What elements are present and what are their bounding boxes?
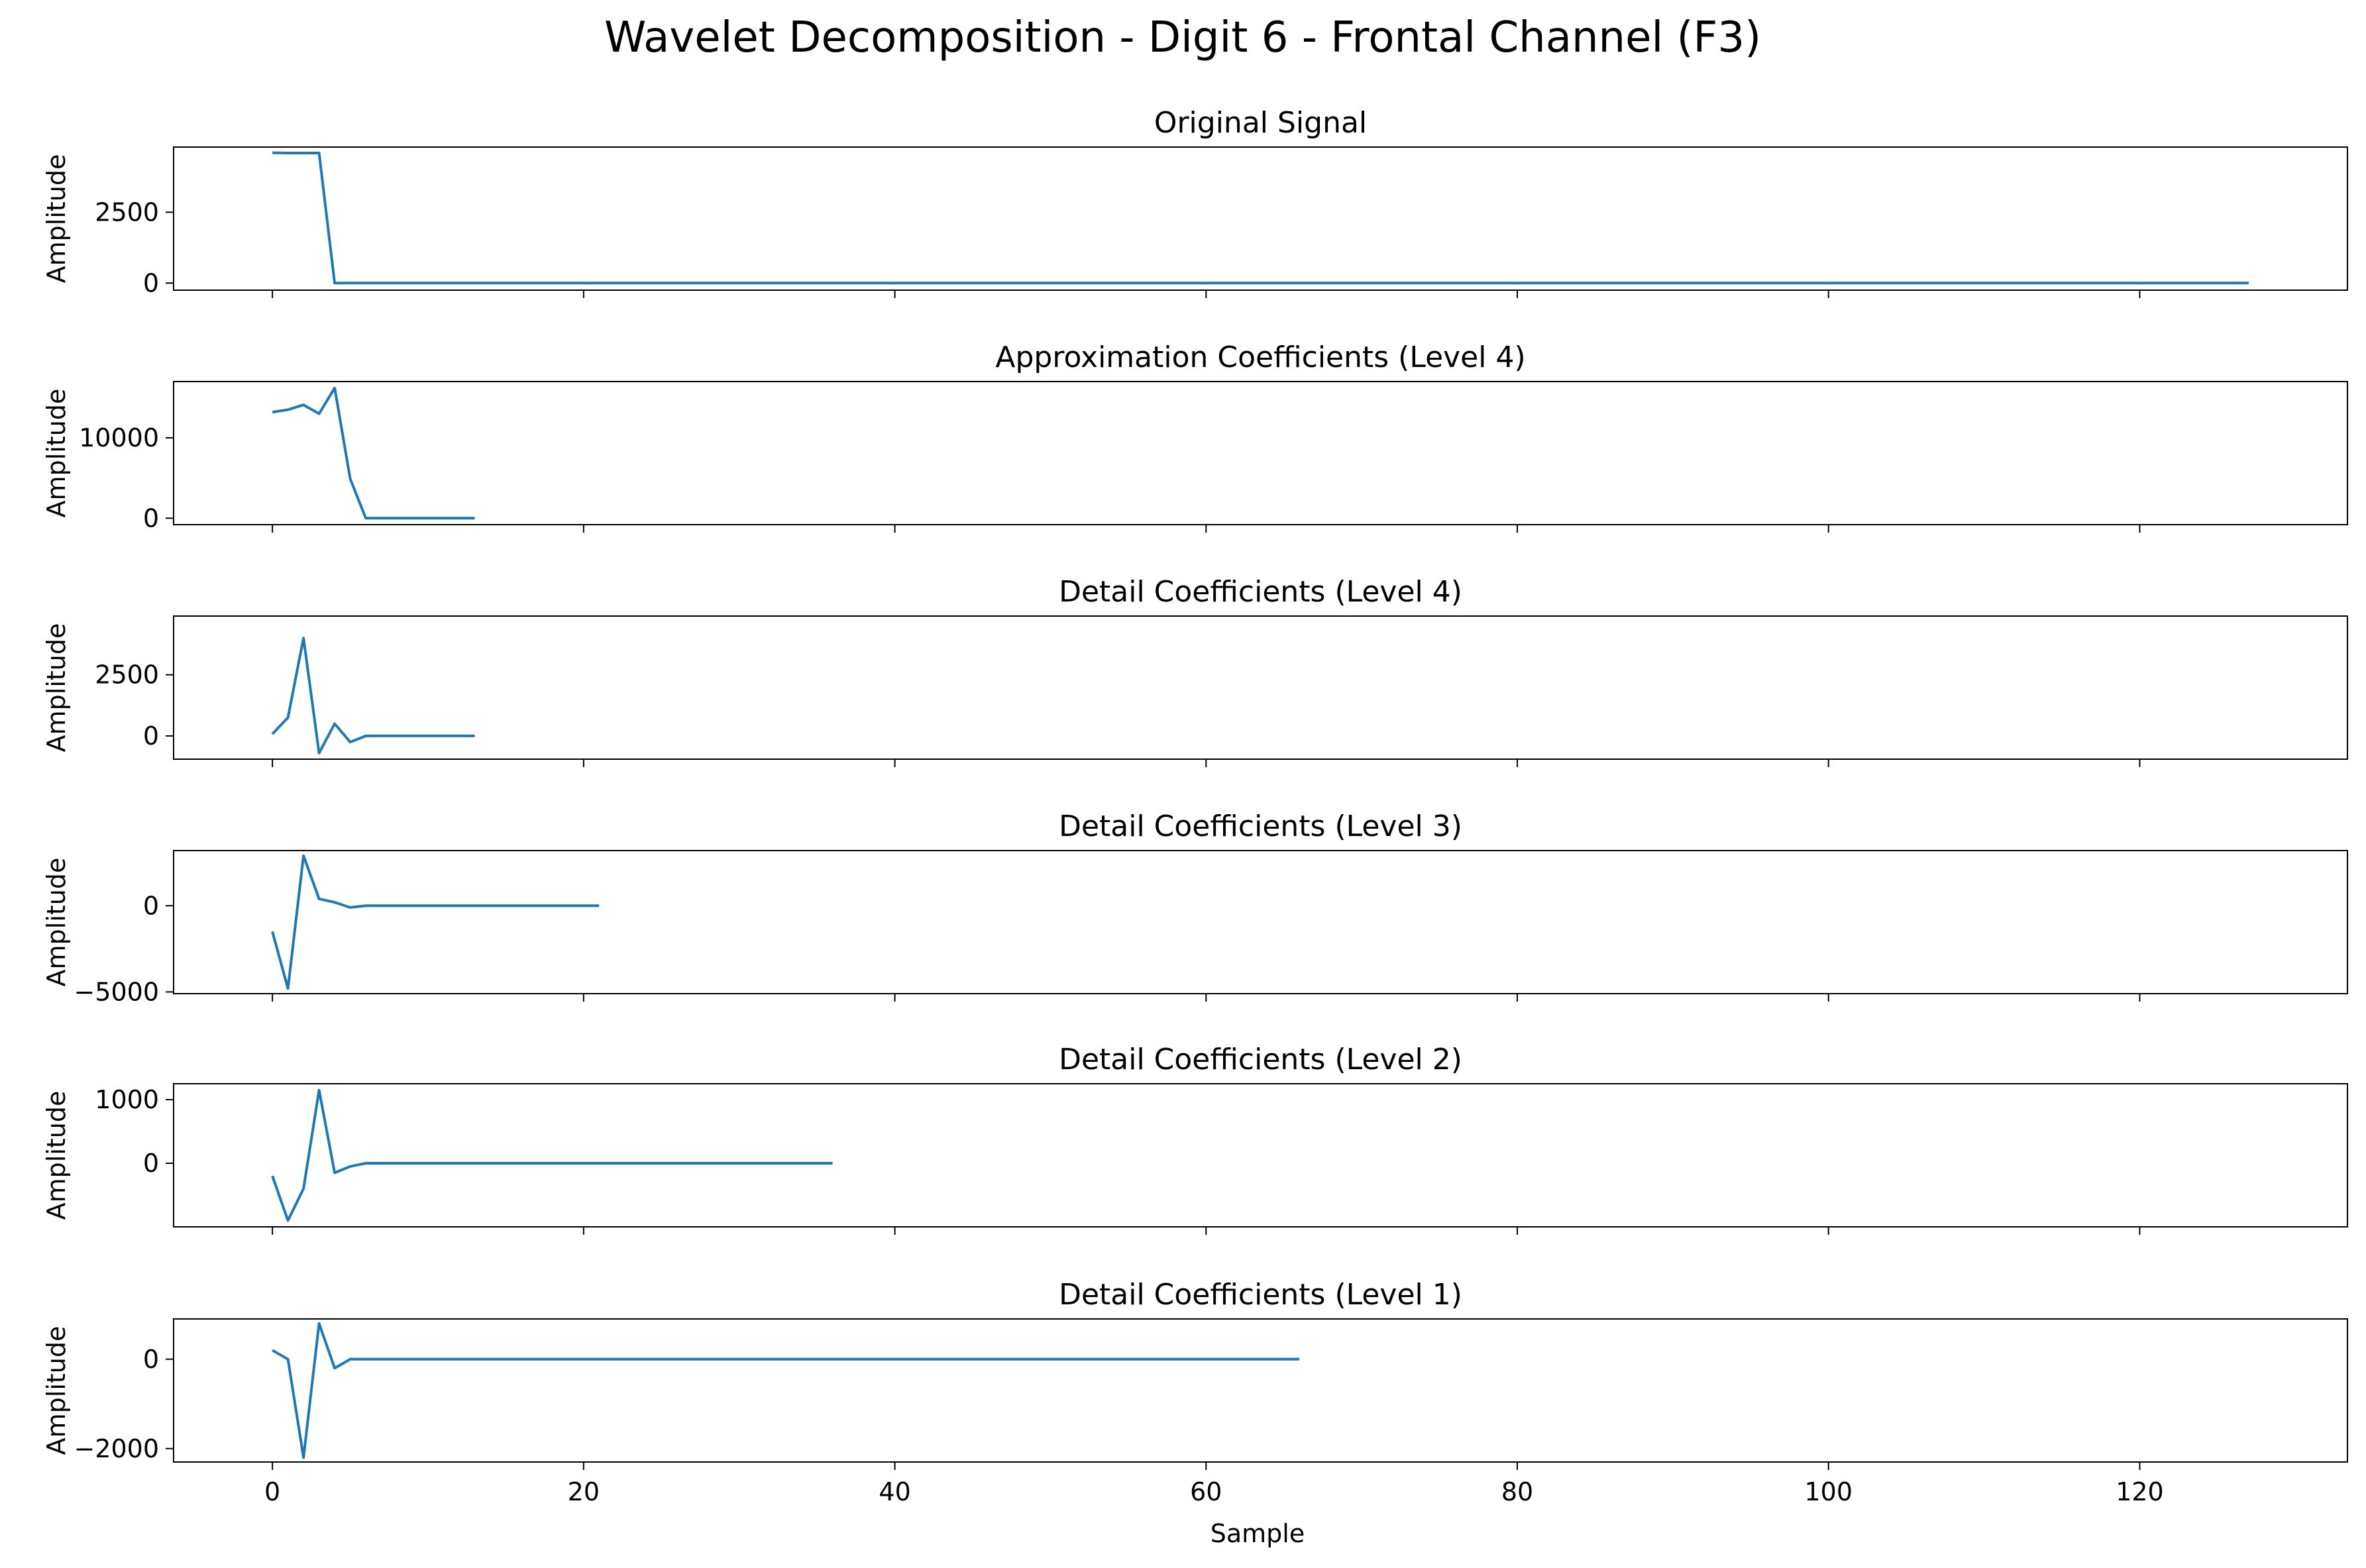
subplot-title: Detail Coefficients (Level 3) bbox=[1059, 810, 1462, 843]
subplots: Original Signal Amplitude 0 2500 Approximati… bbox=[42, 106, 2348, 1506]
x-tick-label: 60 bbox=[1190, 1477, 1222, 1506]
subplot-5: Detail Coefficients (Level 2) Amplitude 0 1… bbox=[42, 1043, 2348, 1235]
y-tick-label: 0 bbox=[143, 721, 159, 751]
x-tick-label: 100 bbox=[1804, 1477, 1853, 1506]
y-axis-label: Amplitude bbox=[42, 1326, 71, 1455]
y-tick-label: 0 bbox=[143, 1345, 159, 1374]
subplot-6: Detail Coefficients (Level 1) Amplitude 0 −… bbox=[42, 1278, 2348, 1506]
y-tick-label: −5000 bbox=[74, 977, 159, 1006]
series-line bbox=[271, 637, 475, 755]
subplot-title: Detail Coefficients (Level 1) bbox=[1059, 1278, 1462, 1312]
y-axis-label: Amplitude bbox=[42, 858, 71, 987]
series-line bbox=[272, 386, 475, 520]
x-tick-label: 40 bbox=[879, 1477, 910, 1506]
axes-frame bbox=[173, 146, 2348, 291]
y-axis-label: Amplitude bbox=[42, 1091, 71, 1220]
x-tick-label: 80 bbox=[1501, 1477, 1533, 1506]
subplot-title: Approximation Coefficients (Level 4) bbox=[995, 340, 1525, 374]
figure-title: Wavelet Decomposition - Digit 6 - Fronta… bbox=[604, 13, 1761, 62]
y-tick-label: 0 bbox=[143, 268, 159, 297]
y-axis-label: Amplitude bbox=[42, 623, 71, 753]
y-tick-label: 1000 bbox=[95, 1085, 159, 1114]
axes-frame bbox=[173, 1318, 2348, 1463]
subplot-title: Detail Coefficients (Level 4) bbox=[1059, 575, 1462, 609]
axes-frame bbox=[173, 615, 2348, 760]
axes-frame bbox=[173, 1083, 2348, 1228]
subplot-3: Detail Coefficients (Level 4) Amplitude 0 2… bbox=[42, 575, 2348, 767]
y-axis-label: Amplitude bbox=[42, 154, 71, 284]
y-tick-label: 2500 bbox=[95, 197, 159, 227]
y-tick-label: 2500 bbox=[95, 660, 159, 690]
x-tick-label: 120 bbox=[2116, 1477, 2164, 1506]
subplot-1: Original Signal Amplitude 0 2500 bbox=[42, 106, 2348, 298]
series-line bbox=[272, 1322, 1300, 1459]
series-line bbox=[271, 1088, 833, 1222]
series-line bbox=[271, 854, 600, 990]
axes-frame bbox=[173, 850, 2348, 994]
subplot-4: Detail Coefficients (Level 3) Amplitude 0 −… bbox=[42, 810, 2348, 1006]
subplot-2: Approximation Coefficients (Level 4) Ampl… bbox=[42, 340, 2348, 533]
y-tick-label: −2000 bbox=[74, 1434, 159, 1463]
subplot-title: Detail Coefficients (Level 2) bbox=[1059, 1043, 1462, 1076]
y-tick-label: 0 bbox=[143, 1149, 159, 1178]
y-tick-label: 10000 bbox=[79, 423, 159, 452]
y-tick-label: 0 bbox=[143, 503, 159, 533]
x-tick-label: 20 bbox=[568, 1477, 600, 1506]
y-axis-label: Amplitude bbox=[42, 389, 71, 518]
axes-frame bbox=[173, 381, 2348, 525]
x-axis-label: Sample bbox=[1210, 1519, 1305, 1548]
series-line bbox=[272, 151, 2249, 285]
subplot-title: Original Signal bbox=[1154, 106, 1367, 140]
y-tick-label: 0 bbox=[143, 891, 159, 920]
x-tick-label: 0 bbox=[264, 1477, 280, 1506]
